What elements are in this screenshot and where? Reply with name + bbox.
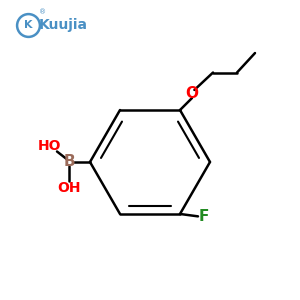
Text: OH: OH — [57, 181, 81, 194]
Text: F: F — [199, 209, 209, 224]
Text: ®: ® — [39, 10, 46, 16]
Text: Kuujia: Kuujia — [38, 19, 88, 32]
Text: B: B — [63, 154, 75, 169]
Text: O: O — [185, 86, 199, 101]
Text: K: K — [24, 20, 33, 31]
Text: HO: HO — [38, 139, 61, 152]
